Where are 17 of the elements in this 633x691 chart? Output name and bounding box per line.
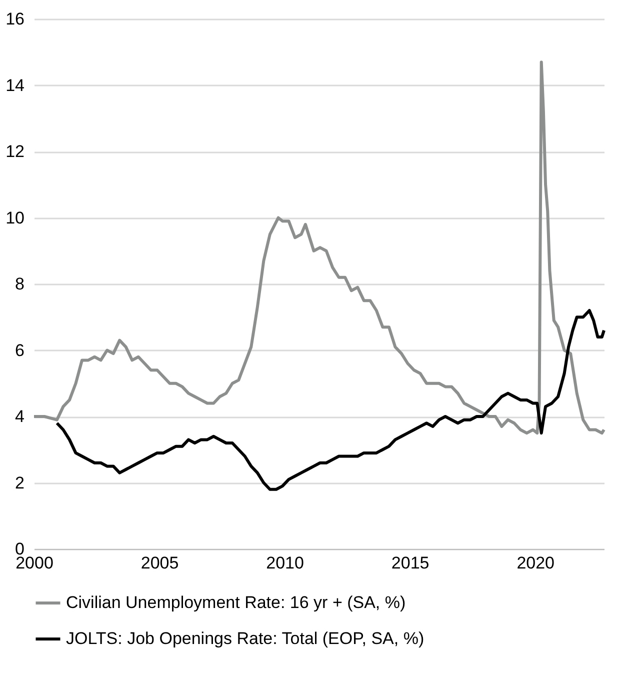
y-tick-label: 10 — [6, 208, 24, 228]
legend-label: JOLTS: Job Openings Rate: Total (EOP, SA, %) — [66, 629, 424, 648]
x-tick-label: 2010 — [266, 554, 304, 572]
y-tick-label: 4 — [15, 407, 24, 426]
y-tick-label: 16 — [6, 10, 24, 28]
y-tick-label: 2 — [15, 473, 24, 492]
x-tick-label: 2020 — [516, 554, 555, 572]
y-tick-label: 6 — [15, 340, 24, 360]
y-tick-label: 12 — [6, 142, 24, 161]
x-tick-label: 2000 — [16, 554, 54, 572]
line-series — [55, 309, 606, 491]
legend-label: Civilian Unemployment Rate: 16 yr + (SA, %) — [66, 593, 406, 612]
x-tick-label: 2005 — [140, 554, 179, 572]
line-series — [32, 60, 606, 435]
x-tick-label: 2015 — [391, 554, 430, 572]
y-tick-label: 14 — [6, 76, 24, 95]
y-tick-label: 8 — [15, 274, 24, 294]
